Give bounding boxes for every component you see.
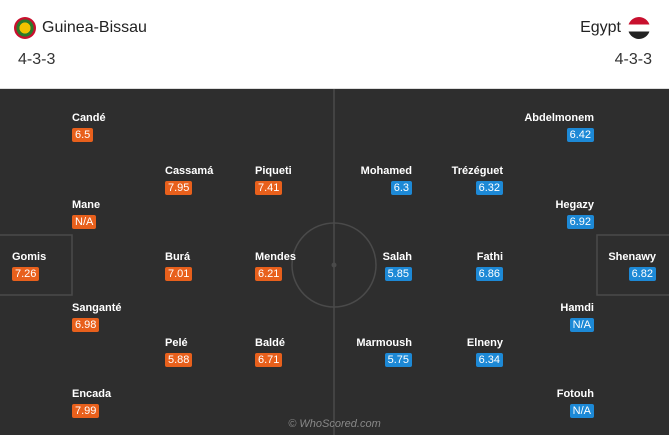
player-rating: 6.34 (475, 353, 503, 367)
player-rating: 5.88 (165, 353, 193, 367)
player-rating: N/A (569, 404, 594, 418)
player-name: Hamdi (560, 302, 594, 314)
player: Marmoush 5.75 (356, 337, 412, 367)
player: Baldé 6.71 (255, 337, 285, 367)
player: Gomis 7.26 (12, 251, 46, 281)
player: Burá 7.01 (165, 251, 193, 281)
player: Trézéguet 6.32 (452, 165, 503, 195)
player: Cassamá 7.95 (165, 165, 213, 195)
player: Mane N/A (72, 199, 100, 229)
player-rating: 7.99 (72, 404, 100, 418)
player-name: Fathi (476, 251, 503, 263)
player-name: Sanganté (72, 302, 122, 314)
player: Fathi 6.86 (475, 251, 503, 281)
player-rating: 5.75 (384, 353, 412, 367)
player: Fotouh N/A (557, 388, 594, 418)
player-rating: 6.42 (566, 128, 594, 142)
player: Encada 7.99 (72, 388, 111, 418)
player-name: Fotouh (556, 388, 594, 400)
header: Guinea-Bissau 4-3-3 Egypt 4-3-3 (0, 0, 669, 89)
player: Abdelmonem 6.42 (524, 112, 594, 142)
away-formation: 4-3-3 (614, 51, 652, 68)
player-name: Mohamed (360, 165, 412, 177)
watermark: © WhoScored.com (288, 418, 381, 430)
player-rating: 6.92 (566, 215, 594, 229)
player-name: Mane (72, 199, 101, 211)
player-name: Shenawy (608, 251, 656, 263)
player-rating: 7.95 (165, 181, 193, 195)
player-name: Elneny (466, 337, 503, 349)
player: Hegazy 6.92 (555, 199, 594, 229)
player: Shenawy 6.82 (608, 251, 656, 281)
pitch-lines (0, 89, 669, 435)
player: Salah 5.85 (383, 251, 412, 281)
player-rating: 6.98 (72, 318, 100, 332)
away-team: Egypt (580, 19, 621, 36)
player: Mohamed 6.3 (361, 165, 412, 195)
player-name: Gomis (12, 251, 47, 263)
player-rating: 6.3 (390, 181, 412, 195)
player-rating: 6.71 (255, 353, 283, 367)
player-name: Encada (72, 388, 112, 400)
home-team: Guinea-Bissau (42, 19, 147, 36)
player-rating: N/A (72, 215, 97, 229)
player-rating: 7.41 (255, 181, 283, 195)
player-name: Candé (72, 112, 106, 124)
player: Candé 6.5 (72, 112, 106, 142)
home-formation: 4-3-3 (18, 51, 56, 68)
player-name: Marmoush (356, 337, 412, 349)
player-name: Cassamá (165, 165, 214, 177)
player-rating: 7.01 (165, 267, 193, 281)
player-rating: N/A (569, 318, 594, 332)
pitch (0, 89, 669, 435)
player: Sanganté 6.98 (72, 302, 122, 332)
player-name: Trézéguet (451, 165, 503, 177)
player: Piqueti 7.41 (255, 165, 292, 195)
player-rating: 7.26 (12, 267, 40, 281)
player-name: Piqueti (255, 165, 292, 177)
player-name: Mendes (255, 251, 296, 263)
away-logo (628, 17, 650, 39)
player-rating: 6.32 (475, 181, 503, 195)
player-rating: 6.21 (255, 267, 283, 281)
player: Mendes 6.21 (255, 251, 296, 281)
player-rating: 6.82 (628, 267, 656, 281)
player-rating: 6.5 (72, 128, 94, 142)
player-name: Baldé (255, 337, 285, 349)
home-logo (14, 17, 36, 39)
player: Elneny 6.34 (467, 337, 503, 367)
player: Hamdi N/A (560, 302, 594, 332)
player-rating: 6.86 (475, 267, 503, 281)
player: Pelé 5.88 (165, 337, 193, 367)
player-name: Burá (165, 251, 191, 263)
player-rating: 5.85 (384, 267, 412, 281)
player-name: Salah (382, 251, 412, 263)
player-name: Pelé (165, 337, 188, 349)
player-name: Hegazy (555, 199, 594, 211)
player-name: Abdelmonem (524, 112, 594, 124)
